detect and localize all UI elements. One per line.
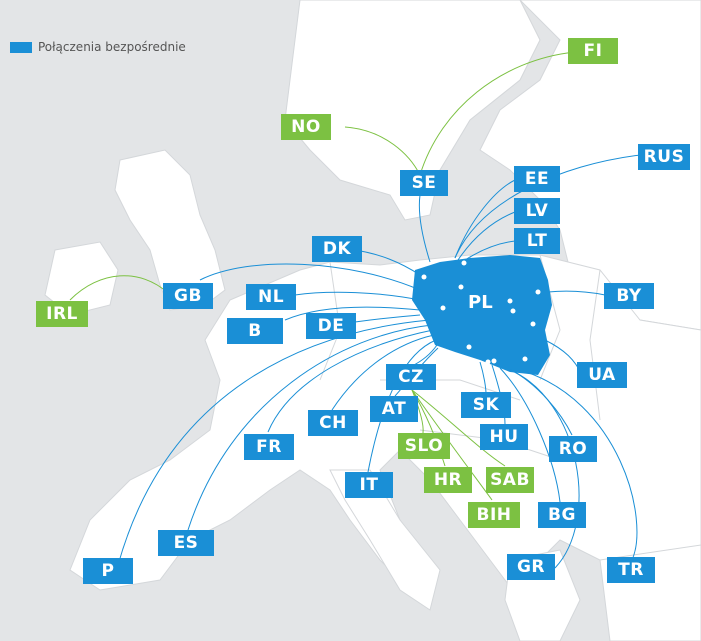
- route-fi: [419, 51, 576, 176]
- city-dot: [461, 260, 467, 266]
- city-dot: [510, 308, 516, 314]
- hub-label-pl: PL: [468, 292, 493, 313]
- route-ch: [331, 334, 435, 411]
- country-label-nl: NL: [246, 284, 296, 310]
- route-bih: [411, 389, 493, 501]
- connections: [69, 51, 641, 569]
- poland-shape: [412, 255, 552, 375]
- country-label-es: ES: [158, 530, 214, 556]
- country-label-tr: TR: [607, 557, 655, 583]
- country-label-ro: RO: [549, 436, 597, 462]
- route-b: [284, 306, 421, 321]
- route-no: [344, 126, 421, 176]
- route-es: [187, 324, 433, 531]
- route-lv: [457, 211, 516, 261]
- route-nl: [294, 291, 421, 301]
- city-dot: [491, 358, 497, 364]
- route-irl: [69, 275, 169, 301]
- route-by: [547, 290, 606, 296]
- route-p: [117, 319, 431, 566]
- country-label-no: NO: [281, 114, 331, 140]
- route-slo: [411, 389, 424, 434]
- country-label-lt: LT: [514, 228, 560, 254]
- country-label-bg: BG: [538, 502, 586, 528]
- route-gb: [199, 263, 421, 291]
- country-label-fr: FR: [244, 434, 294, 460]
- landmass: [44, 0, 701, 641]
- country-label-ua: UA: [577, 362, 627, 388]
- route-fr: [267, 329, 434, 433]
- city-dot: [440, 305, 446, 311]
- country-label-slo: SLO: [398, 433, 450, 459]
- country-label-se: SE: [400, 170, 448, 196]
- legend-swatch: [10, 41, 32, 53]
- route-lt: [461, 240, 516, 263]
- legend: Połączenia bezpośrednie: [10, 40, 186, 54]
- country-label-lv: LV: [514, 198, 560, 224]
- city-dot: [507, 298, 513, 304]
- route-se: [418, 194, 431, 263]
- country-label-bih: BIH: [468, 502, 520, 528]
- country-label-gb: GB: [163, 283, 213, 309]
- city-dot: [535, 289, 541, 295]
- country-label-hr: HR: [424, 467, 472, 493]
- country-label-gr: GR: [507, 554, 555, 580]
- country-label-sk: SK: [461, 392, 511, 418]
- country-label-p: P: [83, 558, 133, 584]
- country-label-rus: RUS: [638, 144, 690, 170]
- country-label-b: B: [227, 318, 283, 344]
- route-gr: [509, 369, 580, 569]
- route-bg: [499, 367, 561, 503]
- country-label-ch: CH: [308, 410, 358, 436]
- country-label-at: AT: [370, 396, 418, 422]
- city-dot: [530, 321, 536, 327]
- city-dot: [466, 344, 472, 350]
- country-label-sab: SAB: [486, 467, 534, 493]
- country-label-ee: EE: [514, 166, 560, 192]
- country-label-by: BY: [604, 283, 654, 309]
- country-label-irl: IRL: [36, 301, 88, 327]
- country-label-it: IT: [345, 472, 393, 498]
- city-dot: [522, 356, 528, 362]
- city-dot: [485, 359, 491, 365]
- country-label-fi: FI: [568, 38, 618, 64]
- legend-text: Połączenia bezpośrednie: [38, 40, 186, 54]
- country-label-hu: HU: [480, 424, 528, 450]
- route-de: [354, 314, 421, 323]
- route-tr: [519, 369, 638, 561]
- country-label-cz: CZ: [386, 364, 436, 390]
- city-dot: [458, 284, 464, 290]
- city-dots: [421, 260, 541, 365]
- country-label-dk: DK: [312, 236, 362, 262]
- route-ee: [454, 179, 516, 259]
- land-ireland: [44, 241, 119, 316]
- route-sab: [411, 389, 506, 467]
- city-dot: [421, 274, 427, 280]
- country-label-de: DE: [306, 313, 356, 339]
